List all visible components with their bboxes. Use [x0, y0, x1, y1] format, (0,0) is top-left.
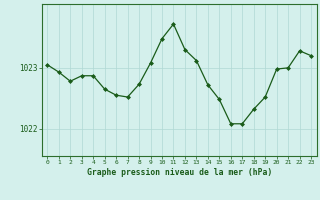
X-axis label: Graphe pression niveau de la mer (hPa): Graphe pression niveau de la mer (hPa) — [87, 168, 272, 177]
